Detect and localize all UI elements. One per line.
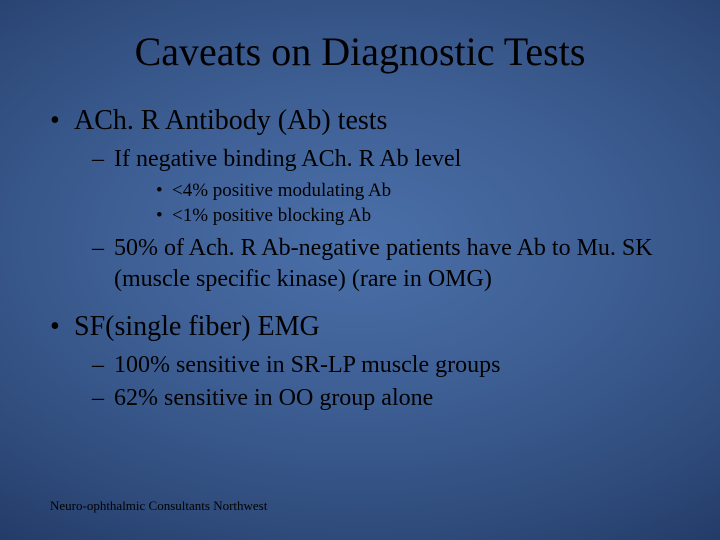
bullet-text: ACh. R Antibody (Ab) tests bbox=[74, 105, 387, 136]
bullet-sublist: If negative binding ACh. R Ab level <4% … bbox=[74, 144, 670, 295]
bullet-text: <1% positive blocking Ab bbox=[172, 205, 371, 226]
bullet-sublist: 100% sensitive in SR-LP muscle groups 62… bbox=[74, 350, 670, 414]
bullet-text: <4% positive modulating Ab bbox=[172, 180, 391, 201]
bullet-level2: If negative binding ACh. R Ab level <4% … bbox=[74, 144, 670, 229]
bullet-text: 100% sensitive in SR-LP muscle groups bbox=[114, 352, 500, 378]
bullet-level2: 100% sensitive in SR-LP muscle groups bbox=[74, 350, 670, 381]
slide-title: Caveats on Diagnostic Tests bbox=[50, 28, 670, 75]
bullet-text: SF(single fiber) EMG bbox=[74, 311, 320, 342]
bullet-level2: 50% of Ach. R Ab-negative patients have … bbox=[74, 233, 670, 295]
bullet-text: 62% sensitive in OO group alone bbox=[114, 385, 433, 411]
bullet-text: 50% of Ach. R Ab-negative patients have … bbox=[114, 235, 653, 292]
bullet-level2: 62% sensitive in OO group alone bbox=[74, 383, 670, 414]
bullet-list: ACh. R Antibody (Ab) tests If negative b… bbox=[50, 103, 670, 414]
bullet-text: If negative binding ACh. R Ab level bbox=[114, 146, 461, 172]
bullet-level3: <1% positive blocking Ab bbox=[114, 204, 670, 229]
footer-attribution: Neuro-ophthalmic Consultants Northwest bbox=[50, 498, 267, 514]
bullet-level3: <4% positive modulating Ab bbox=[114, 179, 670, 204]
slide: Caveats on Diagnostic Tests ACh. R Antib… bbox=[0, 0, 720, 540]
bullet-level1: SF(single fiber) EMG 100% sensitive in S… bbox=[50, 309, 670, 414]
bullet-sublist: <4% positive modulating Ab <1% positive … bbox=[114, 179, 670, 228]
bullet-level1: ACh. R Antibody (Ab) tests If negative b… bbox=[50, 103, 670, 295]
